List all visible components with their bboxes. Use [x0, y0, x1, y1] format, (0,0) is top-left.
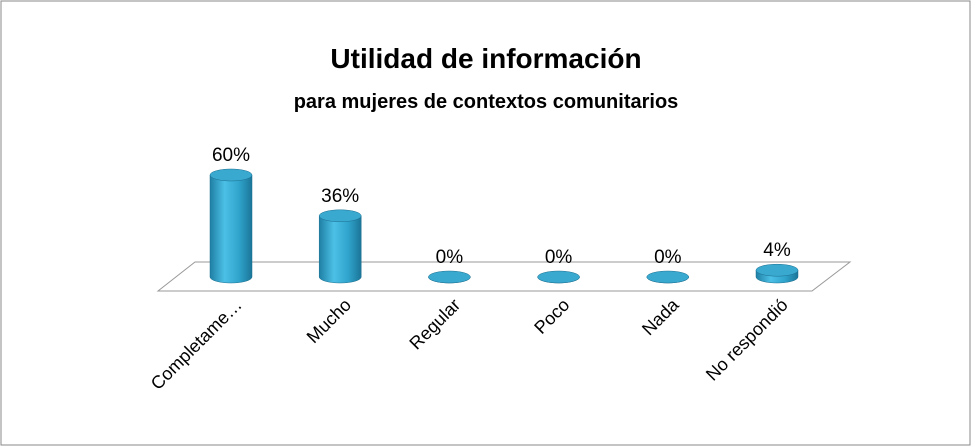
bar: [646, 270, 690, 284]
bar-top: [428, 270, 471, 284]
bar: [755, 263, 799, 284]
bar: [209, 168, 253, 284]
floor: [156, 261, 852, 292]
bar-top: [209, 168, 253, 182]
data-label: 36%: [321, 186, 359, 207]
data-label: 60%: [212, 145, 250, 166]
bar: [537, 270, 580, 284]
chart-subtitle: para mujeres de contextos comunitarios: [294, 91, 679, 113]
chart-title: Utilidad de información: [330, 43, 641, 74]
bar-body: [318, 215, 362, 284]
bar: [428, 270, 471, 284]
data-label: 0%: [545, 247, 573, 268]
data-label: 0%: [654, 247, 682, 268]
bar-top: [318, 209, 362, 223]
bar-top: [755, 263, 799, 277]
bar: [318, 209, 362, 284]
data-label: 4%: [763, 240, 791, 261]
bar-body: [209, 174, 253, 284]
data-label: 0%: [436, 247, 464, 268]
bar-top: [646, 270, 690, 284]
bar-top: [537, 270, 580, 284]
